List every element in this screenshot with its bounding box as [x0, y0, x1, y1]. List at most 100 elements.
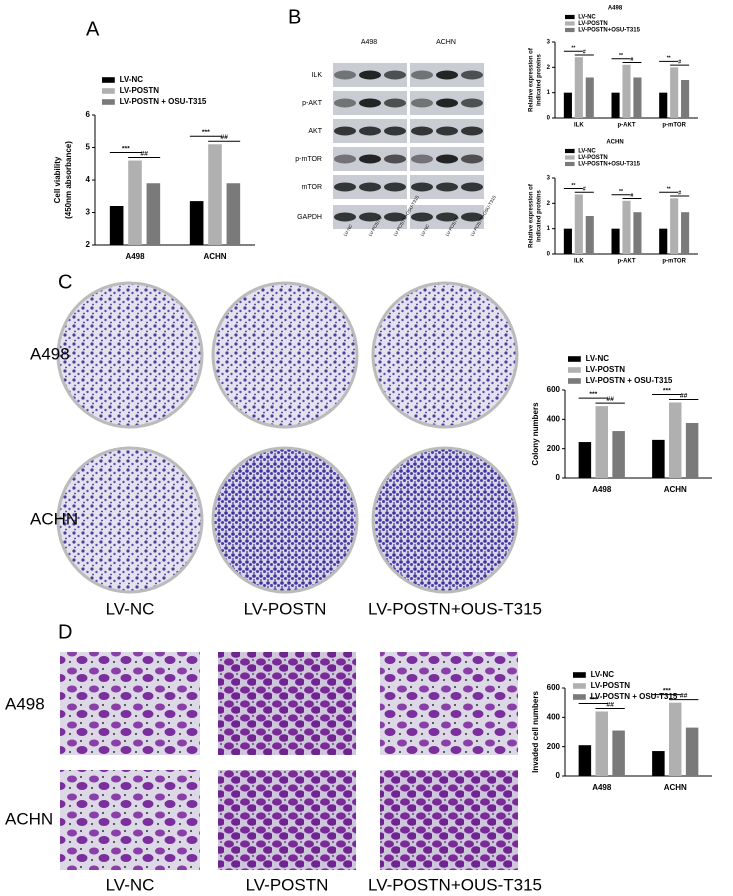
y-tick-label: 3 [86, 208, 91, 217]
significance-label: ## [606, 701, 614, 708]
blot-band [384, 182, 406, 192]
bar [669, 402, 682, 478]
legend-swatch [565, 155, 575, 160]
y-axis-label: Relative expression of [529, 47, 535, 112]
blot-band [411, 98, 433, 108]
blot-band [334, 182, 356, 192]
legend-swatch [565, 161, 575, 167]
legend-swatch [565, 21, 575, 26]
y-tick-label: 1 [547, 226, 551, 232]
bar [622, 200, 631, 254]
significance-label: # [631, 193, 634, 199]
column-label: LV-NC [106, 599, 155, 618]
legend-label: LV-POSTN+OSU-T315 [578, 28, 640, 34]
significance-label: *** [589, 696, 597, 703]
x-tick-label: p-mTOR [662, 123, 686, 129]
significance-label: # [678, 190, 681, 196]
blot-band [436, 126, 458, 136]
legend-swatch [573, 694, 586, 700]
column-label: LV-NC [106, 875, 155, 894]
row-label: A498 [30, 344, 70, 363]
blot-band [436, 182, 458, 192]
y-tick-label: 2 [86, 240, 91, 249]
blot-band [436, 98, 458, 108]
blot-band [359, 126, 381, 136]
significance-label: *** [663, 387, 671, 394]
column-label: LV-POSTN [244, 599, 327, 618]
significance-label: # [678, 59, 681, 65]
blot-band [436, 70, 458, 80]
bar-chart: A498 0 1 2 3 Relative expression of indicated … [529, 6, 698, 129]
bar [612, 730, 625, 776]
y-tick-label: 3 [547, 176, 551, 182]
blot-band [461, 70, 483, 80]
y-tick-label: 400 [547, 712, 561, 721]
plate [211, 446, 359, 594]
y-tick-label: 5 [86, 143, 91, 152]
chart-title: A498 [608, 6, 623, 12]
blot-cell-line: ACHN [436, 39, 456, 46]
blot-band [359, 212, 381, 222]
legend-swatch [568, 356, 581, 362]
y-axis-label: Relative expression of [529, 183, 535, 248]
x-tick-label: p-mTOR [662, 259, 686, 265]
blot-protein-label: p-mTOR [295, 156, 322, 163]
blot-band [461, 212, 483, 222]
western-blot: A498 ACHN ILK p-AKT AKT p-mTOR mTOR GAPDH LV-N… [295, 39, 497, 237]
blot-lane-label: LV-NC [420, 223, 431, 237]
legend-swatch [568, 367, 581, 373]
bar [652, 751, 665, 776]
blot-band [384, 98, 406, 108]
bar [670, 67, 679, 118]
legend-swatch [102, 88, 115, 94]
blot-band [436, 212, 458, 222]
bar [208, 144, 222, 245]
significance-label: ** [571, 46, 575, 52]
significance-label: ## [680, 692, 688, 699]
significance-label: ## [220, 134, 228, 141]
bar [585, 216, 594, 254]
micrograph [218, 652, 356, 755]
panel-letter: C [58, 271, 72, 293]
bar [681, 212, 690, 254]
column-label: LV-POSTN [246, 875, 329, 894]
legend-swatch [568, 378, 581, 384]
legend-label: LV-POSTN + OSU-T315 [120, 97, 207, 106]
legend-label: LV-POSTN + OSU-T315 [591, 692, 678, 701]
row-label: ACHN [5, 809, 53, 828]
blot-band [384, 212, 406, 222]
bar [633, 77, 642, 118]
x-tick-label: ACHN [203, 252, 226, 261]
blot-band [461, 154, 483, 164]
legend-swatch [565, 148, 575, 154]
y-axis-label: Cell viability [53, 156, 62, 203]
y-axis-label: Invaded cell numbers [531, 691, 540, 773]
bar [670, 198, 679, 254]
y-axis-label: Colony numbers [531, 402, 540, 466]
legend-label: LV-NC [586, 354, 610, 363]
significance-label: # [583, 49, 586, 55]
significance-label: ## [606, 396, 614, 403]
blot-band [411, 154, 433, 164]
significance-label: ## [680, 392, 688, 399]
legend-label: LV-NC [591, 670, 615, 679]
panel-letter: B [288, 6, 301, 28]
x-tick-label: A498 [592, 783, 612, 792]
blot-band [411, 182, 433, 192]
legend-swatch [102, 77, 115, 83]
row-label: ACHN [30, 509, 78, 528]
y-axis-label: indicated proteins [537, 54, 543, 106]
y-tick-label: 0 [547, 252, 551, 258]
bar [226, 183, 241, 245]
bar [659, 92, 668, 118]
blot-band [461, 126, 483, 136]
x-tick-label: p-AKT [618, 259, 636, 265]
bar [611, 92, 620, 118]
bar [146, 183, 161, 245]
micrograph [60, 652, 200, 755]
blot-band [334, 154, 356, 164]
blot-band [411, 70, 433, 80]
bar [669, 702, 682, 776]
legend-swatch [573, 672, 586, 678]
